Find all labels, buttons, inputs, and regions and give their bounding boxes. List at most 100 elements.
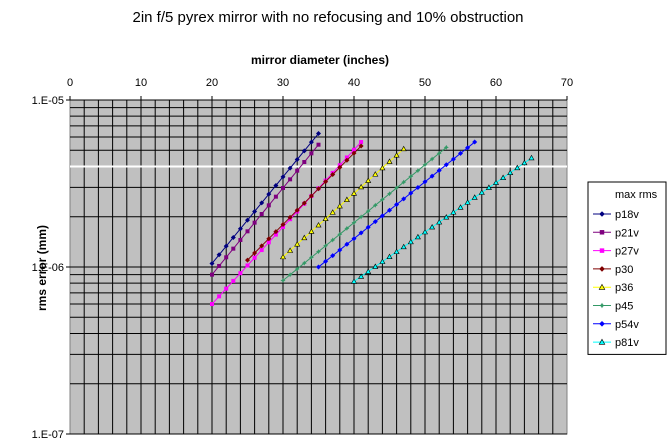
x-tick-label: 0	[67, 77, 73, 89]
data-point	[379, 197, 385, 203]
data-point	[308, 139, 314, 145]
data-point	[308, 193, 314, 199]
data-point	[337, 231, 343, 237]
data-point	[259, 243, 265, 249]
data-point	[287, 165, 293, 171]
data-point	[365, 224, 371, 230]
data-point	[465, 145, 471, 151]
data-point	[294, 266, 300, 272]
data-point	[359, 140, 364, 145]
data-point	[457, 204, 464, 210]
data-point	[329, 209, 336, 215]
data-point	[415, 168, 421, 174]
data-point	[322, 215, 329, 222]
data-point	[316, 131, 321, 137]
data-point	[521, 159, 528, 166]
legend-entry-p36: p36	[615, 282, 633, 294]
data-point	[301, 200, 307, 206]
legend-entry-p18v: p18v	[615, 209, 639, 221]
data-point	[415, 184, 421, 190]
data-point	[308, 228, 315, 234]
data-point	[210, 272, 214, 277]
data-point	[224, 255, 229, 260]
data-point	[514, 164, 521, 171]
data-point	[507, 169, 514, 176]
data-point	[351, 236, 357, 242]
data-point	[301, 234, 308, 241]
legend-entry-p27v: p27v	[615, 246, 639, 258]
y-tick-label: 1.E-06	[32, 262, 64, 274]
x-tick-label: 50	[419, 77, 431, 89]
data-point	[387, 191, 392, 197]
data-point	[358, 230, 364, 236]
data-point	[287, 272, 293, 278]
legend-entry-p54v: p54v	[615, 319, 639, 331]
data-point	[394, 185, 400, 191]
data-point	[350, 278, 358, 284]
data-point	[209, 260, 215, 266]
data-point	[408, 173, 414, 179]
data-point	[294, 207, 300, 213]
data-point	[393, 152, 400, 158]
data-point	[386, 253, 393, 259]
data-point	[401, 179, 407, 185]
data-point	[273, 232, 278, 237]
x-tick-label: 60	[490, 77, 502, 89]
data-point	[393, 248, 400, 255]
legend-marker	[598, 283, 606, 290]
data-point	[528, 154, 535, 161]
data-point	[273, 229, 279, 235]
data-point	[288, 177, 293, 182]
data-point	[231, 246, 236, 251]
data-point	[294, 241, 301, 247]
data-point	[400, 243, 407, 250]
data-point	[302, 160, 307, 165]
data-point	[245, 217, 250, 223]
x-tick-label: 10	[135, 77, 147, 89]
data-point	[323, 179, 329, 185]
data-point	[350, 190, 358, 196]
data-point	[414, 233, 421, 240]
data-point	[372, 263, 379, 269]
data-point	[352, 147, 356, 152]
data-point	[450, 209, 457, 215]
data-point	[266, 236, 272, 242]
data-point	[259, 211, 264, 216]
data-point	[379, 258, 386, 264]
series-p45	[280, 144, 449, 284]
data-point	[252, 250, 258, 256]
data-point	[259, 200, 265, 206]
data-point	[308, 254, 314, 260]
data-point	[217, 294, 222, 299]
data-point	[295, 168, 300, 173]
legend-marker	[598, 338, 606, 345]
data-point	[330, 253, 336, 259]
data-point	[387, 207, 392, 213]
data-point	[294, 157, 300, 163]
data-point	[210, 302, 214, 307]
data-point	[358, 143, 364, 149]
x-tick-label: 70	[561, 77, 573, 89]
data-point	[280, 221, 286, 227]
data-point	[401, 196, 407, 202]
legend-marker	[599, 321, 605, 327]
data-point	[316, 142, 321, 147]
y-tick-label: 1.E-07	[32, 429, 64, 441]
data-point	[407, 238, 414, 245]
data-point	[500, 174, 507, 180]
legend-entry-p30: p30	[615, 264, 633, 276]
data-point	[245, 229, 250, 234]
data-point	[301, 260, 307, 266]
data-point	[421, 228, 429, 235]
data-point	[273, 182, 279, 188]
data-point	[358, 214, 364, 220]
data-point	[252, 208, 258, 214]
series-group	[209, 131, 535, 307]
data-point	[245, 257, 250, 263]
data-point	[301, 148, 307, 154]
y-tick-label: 1.E-05	[32, 95, 64, 107]
data-point	[429, 223, 436, 230]
legend-entry-p81v: p81v	[615, 337, 639, 349]
data-point	[351, 150, 357, 156]
data-point	[279, 253, 287, 260]
